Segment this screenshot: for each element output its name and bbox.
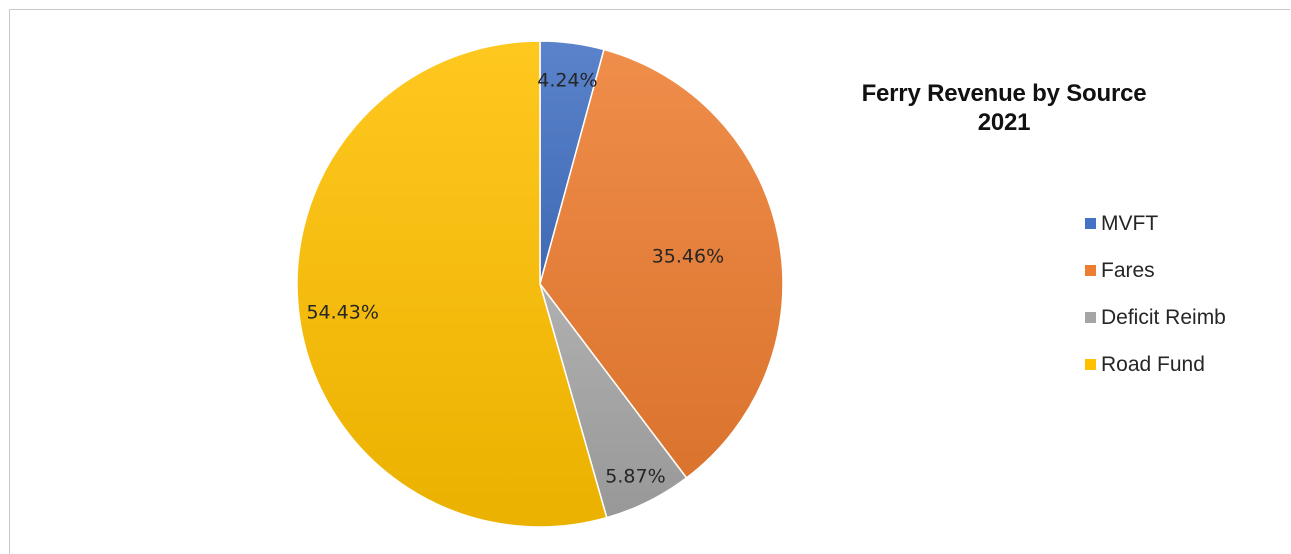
legend-label-deficit-reimb: Deficit Reimb: [1101, 305, 1226, 329]
legend-item-mvft: MVFT: [1085, 200, 1226, 247]
legend-swatch-road-fund: [1085, 359, 1096, 370]
data-label-mvft: 4.24%: [537, 69, 597, 91]
legend-item-deficit-reimb: Deficit Reimb: [1085, 294, 1226, 341]
legend-label-fares: Fares: [1101, 258, 1155, 282]
legend-swatch-deficit-reimb: [1085, 312, 1096, 323]
legend-swatch-mvft: [1085, 218, 1096, 229]
chart-title-line: Ferry Revenue by Source: [861, 80, 1147, 107]
pie-slice-fares: [539, 48, 784, 479]
chart-title: Ferry Revenue by Source 2021: [812, 79, 1196, 137]
data-label-fares: 35.46%: [652, 245, 724, 267]
legend: MVFT Fares Deficit Reimb Road Fund: [1085, 200, 1226, 388]
pie-slice-road-fund: [296, 40, 608, 528]
data-label-road-fund: 54.43%: [306, 302, 378, 324]
legend-label-road-fund: Road Fund: [1101, 352, 1205, 376]
legend-label-mvft: MVFT: [1101, 211, 1159, 235]
legend-item-road-fund: Road Fund: [1085, 341, 1226, 388]
data-label-deficit-reimb: 5.87%: [605, 465, 665, 487]
chart-subtitle: 2021: [977, 109, 1031, 136]
legend-swatch-fares: [1085, 265, 1096, 276]
legend-item-fares: Fares: [1085, 247, 1226, 294]
